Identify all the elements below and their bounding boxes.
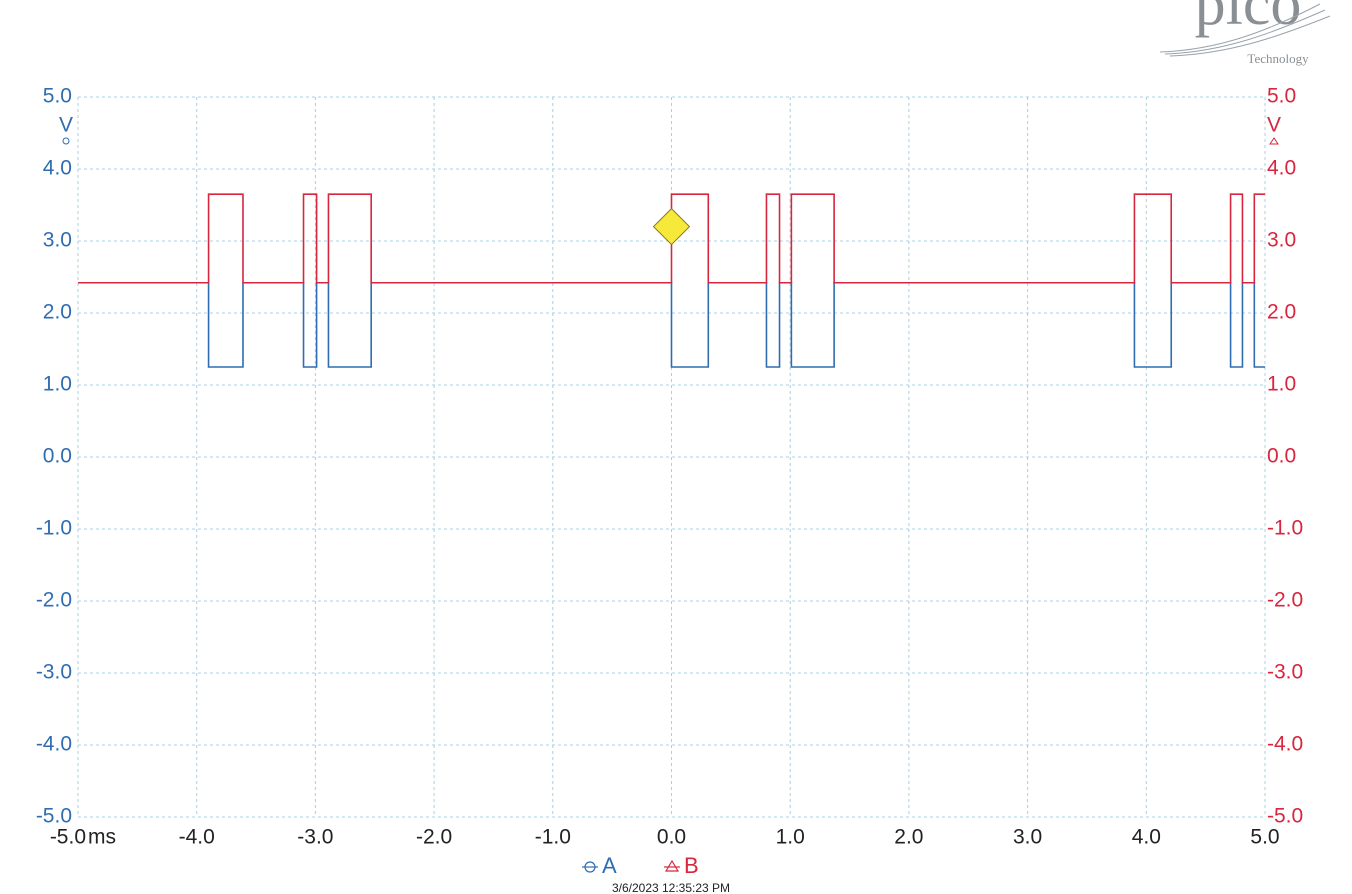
- trace: [78, 193, 1265, 284]
- x-tick-label: 1.0: [776, 826, 805, 849]
- y-unit: V: [59, 114, 73, 137]
- y2-tick-label: -4.0: [1267, 733, 1303, 756]
- x-unit: ms: [88, 826, 116, 849]
- y-tick-label: 1.0: [43, 373, 72, 396]
- y-tick-label: 2.0: [43, 301, 72, 324]
- labels: V V ms 3/6/2023 12:35:23 PM -5.0 -4.0 -3.0…: [36, 85, 1303, 894]
- x-tick-label: 0.0: [657, 826, 686, 849]
- trigger-marker: [652, 207, 691, 246]
- x-tick-label: 3.0: [1013, 826, 1042, 849]
- logo-waves: [1159, 3, 1331, 57]
- y-tick-label: 5.0: [43, 85, 72, 108]
- x-tick-label: -1.0: [535, 826, 571, 849]
- y2-tick-label: 2.0: [1267, 301, 1296, 324]
- y2-tick-label: -2.0: [1267, 589, 1303, 612]
- x-tick-label: 4.0: [1132, 826, 1161, 849]
- y-unit-symbol: [62, 137, 70, 145]
- logo: pico Technology: [1159, 0, 1331, 66]
- x-tick-label: -3.0: [297, 826, 333, 849]
- y2-tick-label: 4.0: [1267, 157, 1296, 180]
- legend-symbol: [664, 859, 680, 872]
- y2-unit: V: [1267, 114, 1281, 137]
- y-tick-label: -5.0: [36, 805, 72, 828]
- y2-tick-label: 0.0: [1267, 445, 1296, 468]
- y2-tick-label: 1.0: [1267, 373, 1296, 396]
- x-tick-label: -2.0: [416, 826, 452, 849]
- x-tick-label: -4.0: [179, 826, 215, 849]
- y2-tick-label: 5.0: [1267, 85, 1296, 108]
- logo-name: pico: [1195, 0, 1302, 38]
- y2-tick-label: -5.0: [1267, 805, 1303, 828]
- y-tick-label: 0.0: [43, 445, 72, 468]
- legend-symbol: [584, 861, 596, 873]
- x-tick-label: 5.0: [1250, 826, 1279, 849]
- y-tick-label: -2.0: [36, 589, 72, 612]
- y-tick-label: 4.0: [43, 157, 72, 180]
- legend-label: A: [602, 853, 617, 878]
- timestamp: 3/6/2023 12:35:23 PM: [612, 881, 730, 894]
- y2-tick-label: 3.0: [1267, 229, 1296, 252]
- y2-tick-label: -3.0: [1267, 661, 1303, 684]
- y-tick-label: -1.0: [36, 517, 72, 540]
- logo-tagline: Technology: [1247, 51, 1309, 66]
- y-tick-label: -3.0: [36, 661, 72, 684]
- legend-label: B: [684, 853, 699, 878]
- y-tick-label: 3.0: [43, 229, 72, 252]
- y-tick-label: -4.0: [36, 733, 72, 756]
- y2-tick-label: -1.0: [1267, 517, 1303, 540]
- traces: [78, 193, 1265, 368]
- x-tick-label: -5.0: [50, 826, 86, 849]
- x-tick-label: 2.0: [894, 826, 923, 849]
- y2-unit-symbol: [1269, 137, 1279, 145]
- trace: [78, 281, 1265, 368]
